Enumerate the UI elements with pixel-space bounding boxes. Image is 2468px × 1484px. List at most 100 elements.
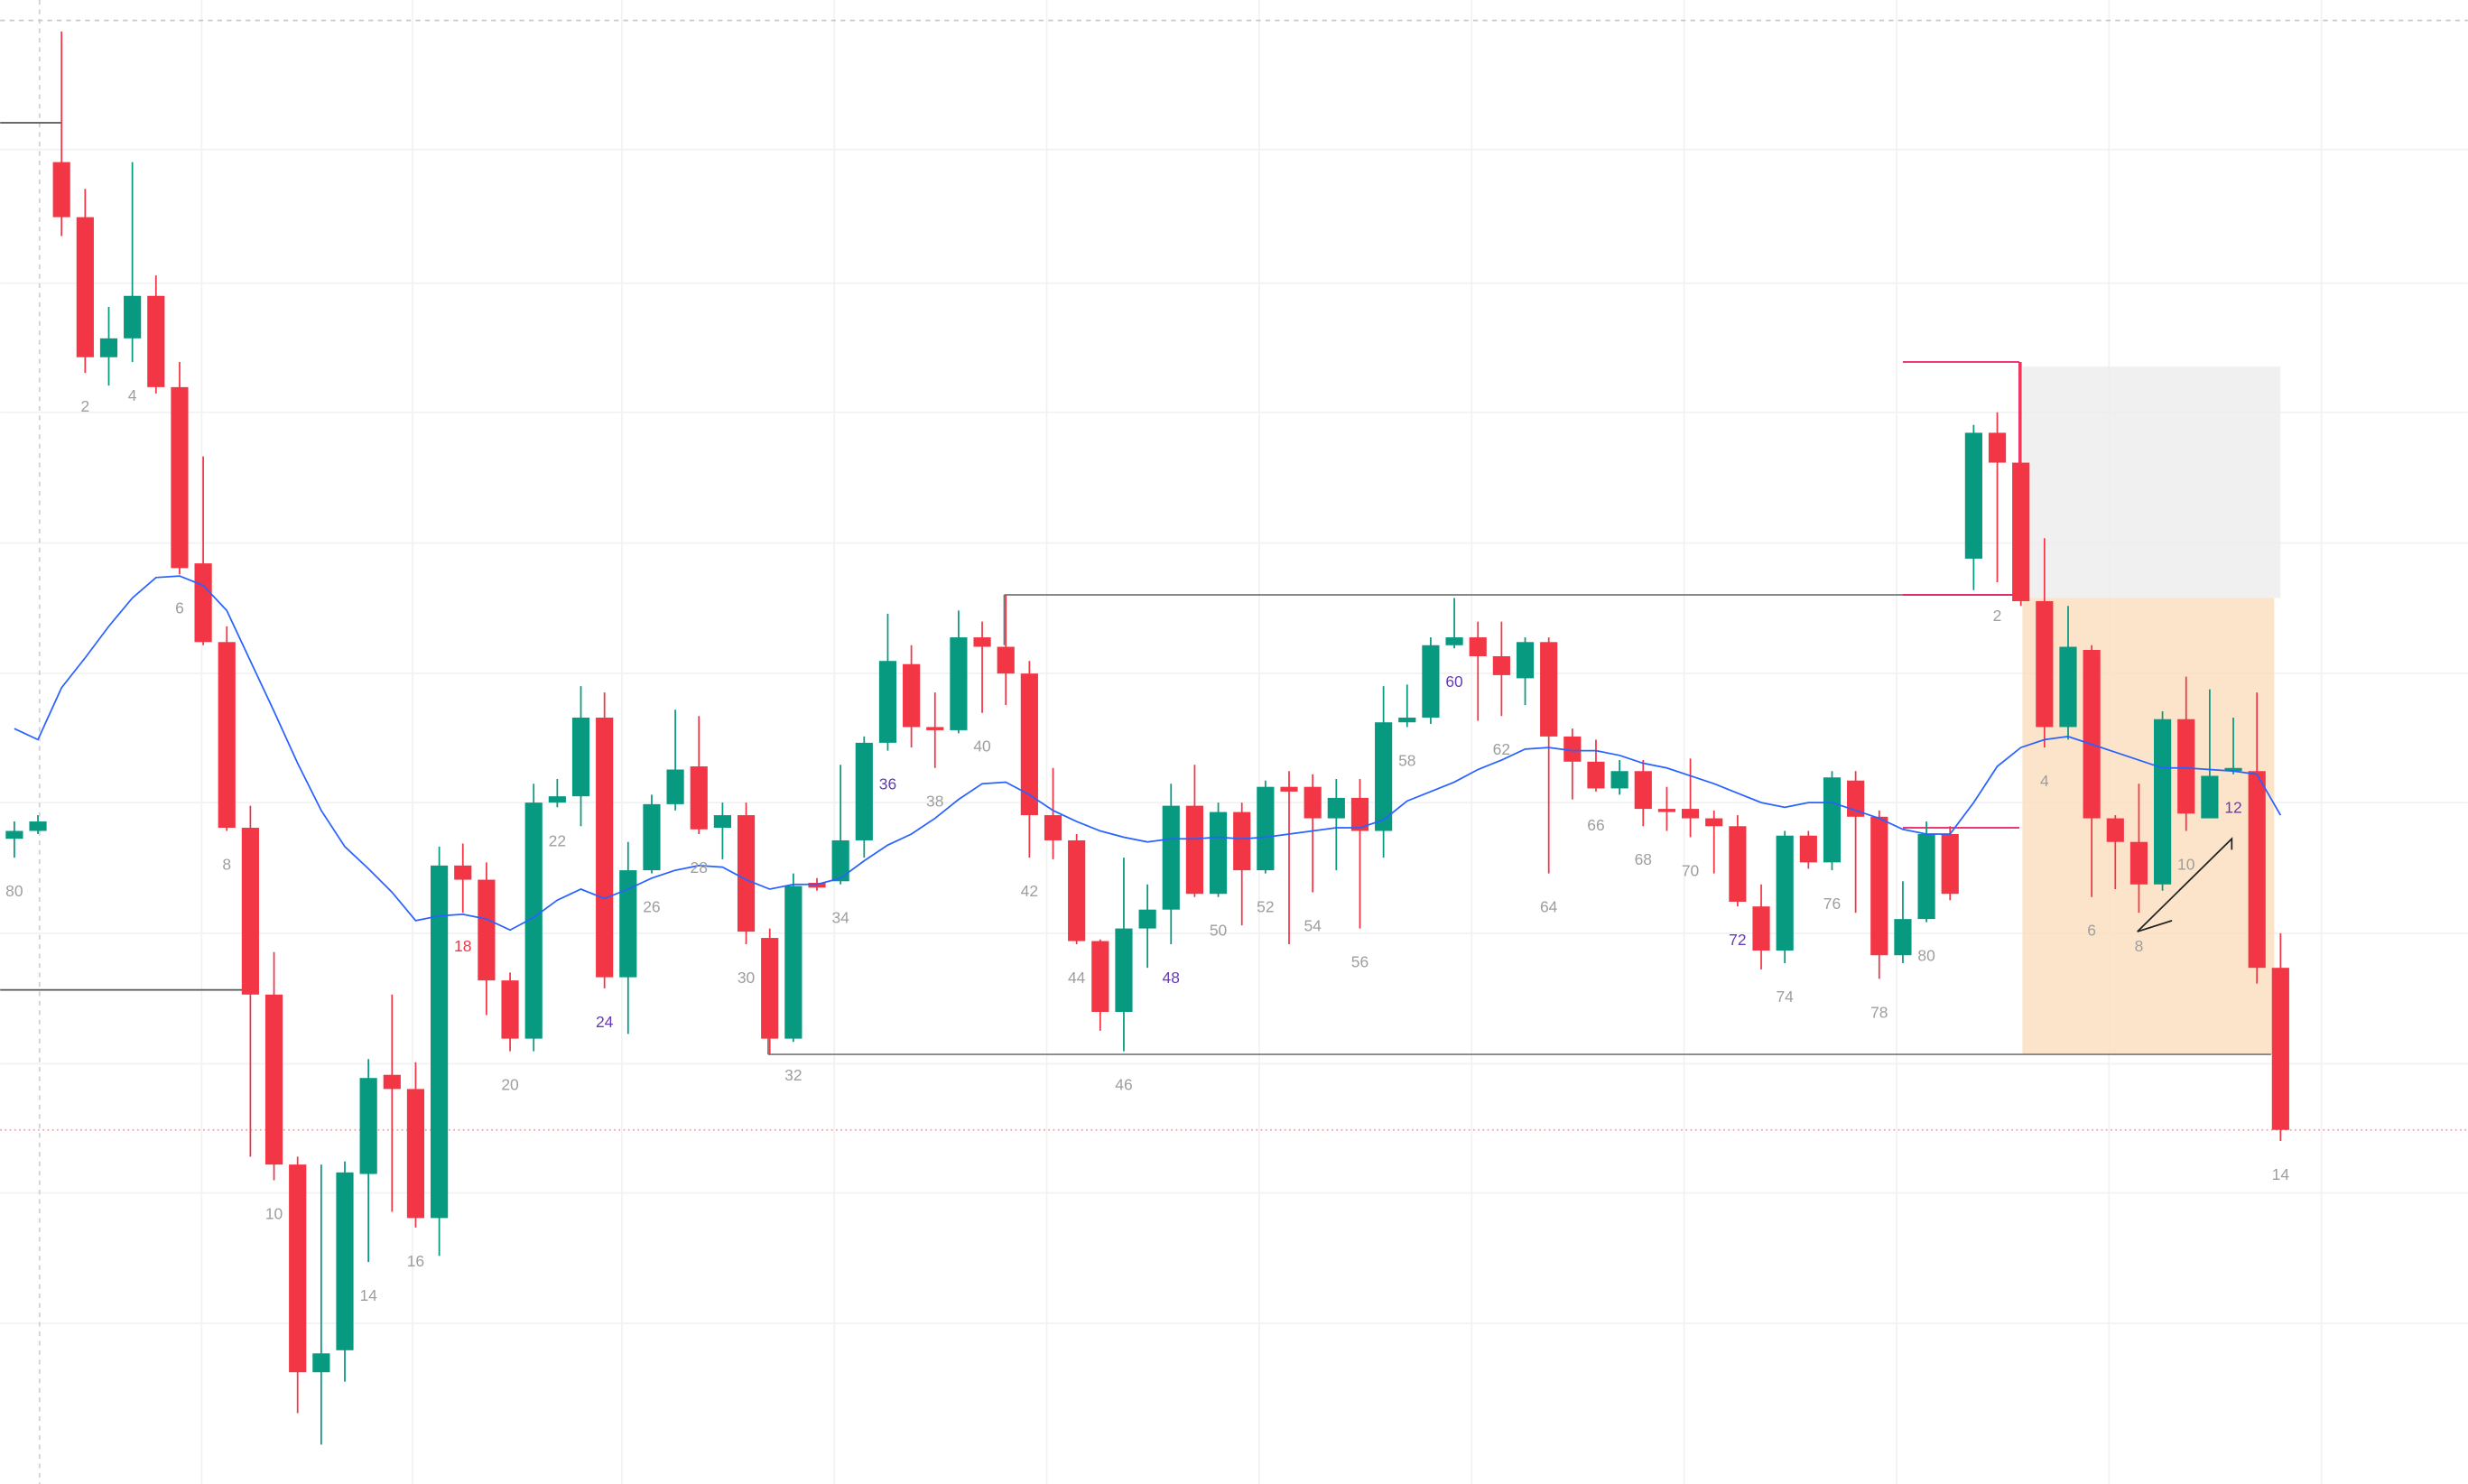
candle-body (596, 717, 614, 978)
bar-number: 8 (2135, 937, 2144, 955)
candle-body (1185, 805, 1204, 895)
bar-number: 38 (926, 793, 943, 811)
bar-number: 66 (1587, 816, 1604, 834)
candle-body (2059, 646, 2077, 728)
candle-body (1091, 941, 1109, 1012)
candle-body (289, 1164, 307, 1373)
candle-body (1729, 826, 1747, 902)
candle-body (831, 839, 849, 882)
bar-number: 32 (784, 1066, 802, 1084)
candle-body (1280, 786, 1298, 792)
bar-number: 76 (1823, 895, 1841, 913)
bar-number: 72 (1729, 931, 1746, 949)
candle-body (1847, 780, 1865, 817)
candle-body (1540, 642, 1558, 737)
candle-body (1917, 833, 1935, 920)
candle-body (1657, 809, 1676, 812)
candle-body (124, 295, 142, 339)
bar-number: 28 (691, 858, 708, 876)
candle-body (406, 1089, 425, 1219)
candle-body (147, 295, 165, 387)
candle-body (737, 815, 756, 932)
bar-number: 26 (643, 898, 660, 916)
candle-body (1988, 432, 2007, 463)
candle-body (1587, 761, 1605, 789)
candle-body (1068, 839, 1086, 941)
candle-body (1799, 835, 1817, 863)
candle-body (1823, 777, 1842, 863)
candle-body (973, 637, 991, 647)
candle-body (1516, 642, 1535, 679)
bar-number: 16 (407, 1252, 424, 1270)
candle-body (666, 769, 684, 804)
candle-body (99, 338, 118, 357)
bar-number: 80 (5, 882, 23, 900)
bar-number: 10 (265, 1204, 283, 1222)
bar-number: 64 (1540, 898, 1558, 916)
candle-body (2036, 600, 2054, 728)
candle-body (336, 1172, 354, 1350)
candle-body (2248, 771, 2266, 969)
candle-body (2271, 968, 2289, 1130)
candle-body (761, 938, 779, 1039)
candle-body (878, 661, 897, 743)
candle-body (2154, 719, 2172, 885)
bar-number: 40 (973, 737, 991, 756)
candle-body (1563, 736, 1582, 762)
candle-body (1162, 805, 1180, 910)
candle-body (1469, 637, 1487, 656)
candle-body (312, 1353, 330, 1373)
plot: 8024681014161820222426283032343638404244… (5, 31, 2290, 1445)
candle-body (1445, 637, 1463, 645)
candle-body (1492, 655, 1510, 675)
bar-number: 48 (1163, 969, 1180, 987)
candle-body (1894, 919, 1912, 956)
candle-body (1020, 673, 1038, 816)
candle-body (1115, 928, 1133, 1012)
candle-body (713, 815, 731, 829)
bar-number: 58 (1398, 751, 1415, 769)
candle-body (2129, 841, 2148, 885)
bar-number: 52 (1257, 898, 1274, 916)
candle-body (2012, 462, 2030, 601)
candle-body (5, 830, 23, 839)
bar-number: 12 (2224, 799, 2241, 817)
bar-number: 78 (1870, 1003, 1888, 1021)
candle-body (784, 886, 803, 1039)
bar-number: 8 (222, 855, 231, 873)
candle-body (571, 717, 590, 797)
candle-body (264, 994, 283, 1165)
bar-number: 22 (549, 831, 566, 849)
bar-number: 54 (1304, 916, 1322, 934)
candle-body (855, 742, 873, 840)
candle-body (76, 217, 94, 357)
candle-body (2224, 767, 2242, 772)
bar-number: 30 (738, 969, 756, 987)
bar-number: 18 (454, 937, 471, 955)
candle-body (1398, 717, 1416, 723)
bar-number: 34 (831, 909, 849, 927)
bar-number: 68 (1635, 850, 1652, 868)
triangle-drawing (2137, 920, 2173, 932)
bar-number: 4 (2040, 772, 2049, 790)
candle-body (926, 727, 944, 730)
bar-number: 56 (1351, 953, 1369, 971)
bar-number: 50 (1210, 922, 1228, 940)
candle-body (359, 1078, 377, 1174)
candle-body (1350, 797, 1369, 831)
candle-body (903, 663, 921, 728)
candle-body (194, 563, 212, 643)
candle-body (619, 870, 637, 978)
candle-body (1327, 797, 1345, 819)
bar-number: 42 (1021, 882, 1038, 900)
bar-number: 36 (879, 775, 896, 793)
bar-number: 14 (2272, 1165, 2290, 1183)
candle-body (431, 865, 449, 1219)
candle-body (171, 386, 189, 569)
bar-number: 10 (2177, 855, 2195, 873)
bar-number: 44 (1068, 969, 1086, 987)
candle-body (950, 637, 968, 730)
candle-body (548, 796, 566, 803)
candle-body (1610, 771, 1628, 789)
